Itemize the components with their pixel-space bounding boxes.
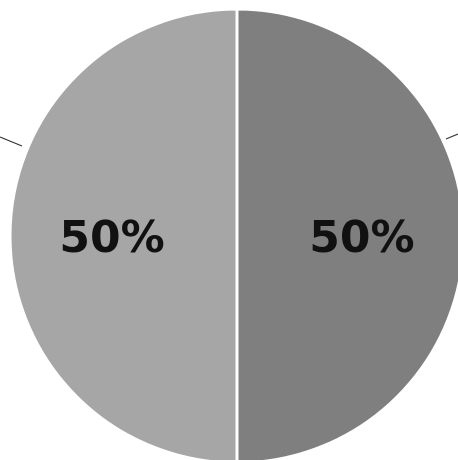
pie-slice — [235, 7, 458, 460]
pie-slice — [8, 7, 239, 460]
leader-line — [445, 133, 458, 140]
slice-data-label: 50% — [309, 212, 414, 263]
leader-line — [0, 136, 23, 147]
slice-data-label: 50% — [59, 212, 164, 263]
